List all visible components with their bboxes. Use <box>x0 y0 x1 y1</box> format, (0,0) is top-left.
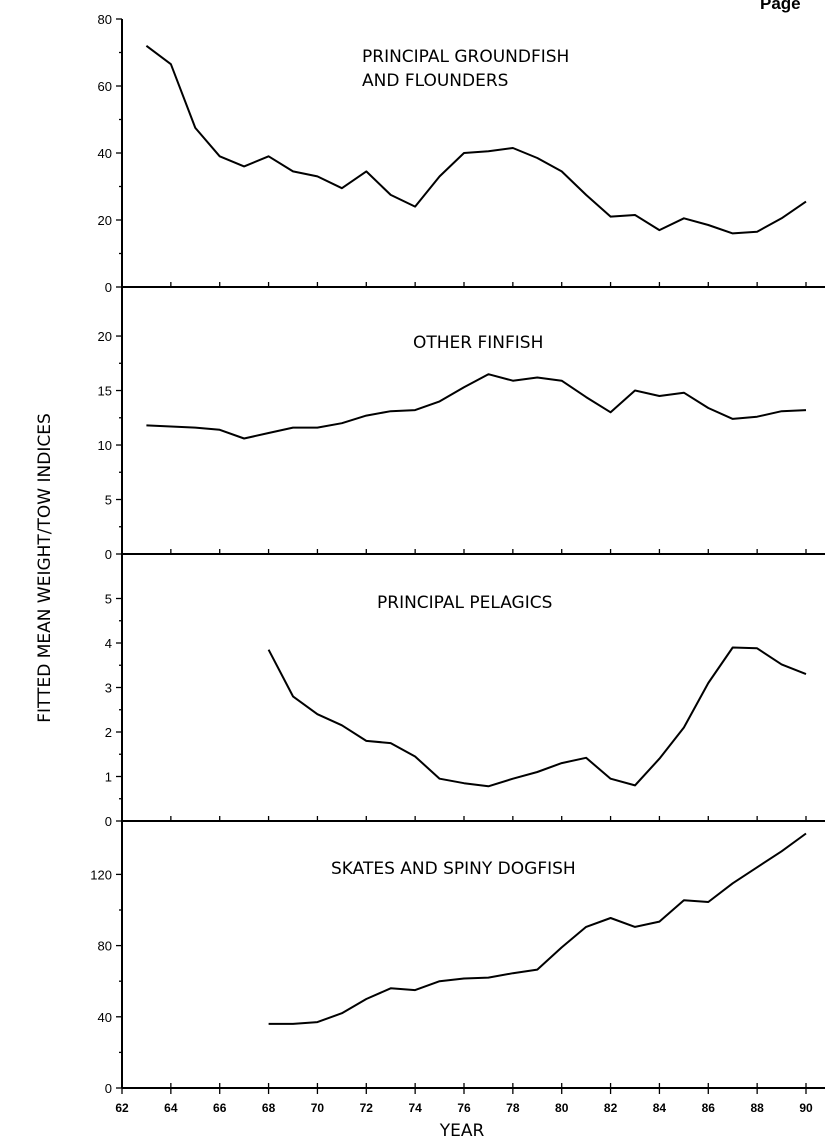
y-tick-label: 0 <box>105 1081 112 1096</box>
y-tick-label: 80 <box>98 12 112 27</box>
y-tick-label: 10 <box>98 438 112 453</box>
x-tick-label: 72 <box>360 1101 374 1115</box>
y-tick-label: 40 <box>98 146 112 161</box>
panel-title: PRINCIPAL GROUNDFISH <box>362 47 569 67</box>
series-line <box>267 646 807 788</box>
x-axis-title: YEAR <box>439 1121 485 1139</box>
series-line <box>145 45 807 235</box>
x-tick-label: 76 <box>457 1101 471 1115</box>
x-tick-label: 78 <box>506 1101 520 1115</box>
panel-title: AND FLOUNDERS <box>362 71 508 91</box>
series-line <box>268 832 807 1025</box>
x-tick-label: 90 <box>799 1101 813 1115</box>
x-tick-label: 88 <box>750 1101 764 1115</box>
panel-title: OTHER FINFISH <box>413 333 543 353</box>
y-tick-label: 0 <box>105 547 112 562</box>
x-tick-label: 66 <box>213 1101 227 1115</box>
x-tick-label: 62 <box>115 1101 129 1115</box>
x-tick-label: 74 <box>408 1101 422 1115</box>
y-tick-label: 40 <box>98 1010 112 1025</box>
y-tick-label: 0 <box>105 814 112 829</box>
panel-title: PRINCIPAL PELAGICS <box>377 593 552 613</box>
y-tick-label: 60 <box>98 79 112 94</box>
y-tick-label: 3 <box>105 681 112 696</box>
y-tick-label: 15 <box>98 384 112 399</box>
x-tick-label: 86 <box>702 1101 716 1115</box>
panel-title: SKATES AND SPINY DOGFISH <box>331 859 576 879</box>
panel-3: 0 1 2 3 4 5 PRINCIPAL PELAGICS <box>105 554 825 829</box>
y-tick-label: 0 <box>105 280 112 295</box>
y-tick-label: 4 <box>105 636 112 651</box>
y-tick-label: 20 <box>98 329 112 344</box>
x-tick-label: 68 <box>262 1101 276 1115</box>
series-line <box>146 373 807 440</box>
y-tick-label: 5 <box>105 592 112 607</box>
x-axis-layer: 62 64 66 68 70 72 74 76 78 80 82 84 86 88 90 <box>115 1088 813 1115</box>
panel-1: 0 20 40 60 80 PRINCIPAL GROUNDFISH AND FLOUNDE… <box>98 12 825 295</box>
page-label: Page <box>760 0 801 13</box>
panel-2: 0 5 10 15 20 OTHER FINFISH <box>98 287 825 562</box>
x-tick-label: 84 <box>653 1101 667 1115</box>
x-tick-label: 80 <box>555 1101 569 1115</box>
y-tick-label: 80 <box>98 939 112 954</box>
panel-4: 0 40 80 120 SKATES AND SPINY DOGFISH <box>90 821 825 1096</box>
y-tick-label: 120 <box>90 867 112 882</box>
y-tick-label: 5 <box>105 493 112 508</box>
x-tick-label: 82 <box>604 1101 618 1115</box>
y-axis-title: FITTED MEAN WEIGHT/TOW INDICES <box>35 413 55 723</box>
y-tick-label: 20 <box>98 213 112 228</box>
y-tick-label: 2 <box>105 725 112 740</box>
y-tick-label: 1 <box>105 770 112 785</box>
x-tick-label: 70 <box>311 1101 325 1115</box>
x-tick-label: 64 <box>164 1101 178 1115</box>
